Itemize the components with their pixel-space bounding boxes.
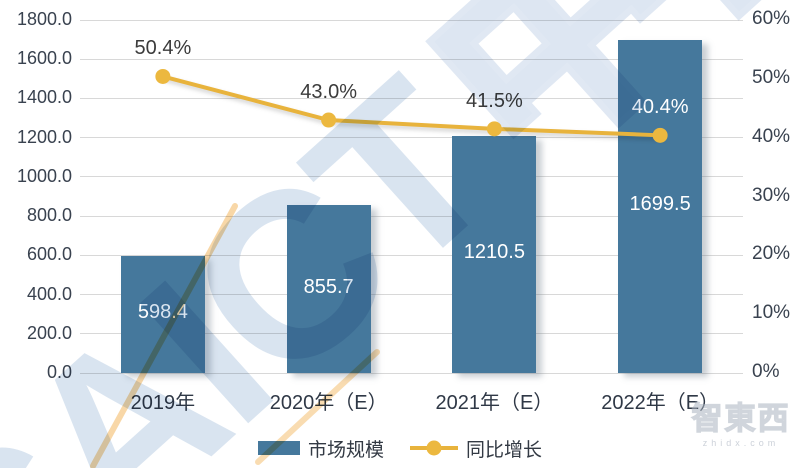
legend: 市场规模 同比增长 xyxy=(0,434,800,462)
left-axis-tick-label: 1200.0 xyxy=(16,126,72,147)
grid-line xyxy=(80,58,743,60)
line-point-marker xyxy=(486,121,502,137)
grid-line xyxy=(80,294,743,296)
grid-line xyxy=(80,215,743,217)
right-axis-tick-label: 10% xyxy=(752,302,791,324)
legend-label: 市场规模 xyxy=(307,439,384,461)
left-axis-tick-label: 800.0 xyxy=(26,205,72,226)
left-axis-tick-label: 1000.0 xyxy=(16,165,72,186)
x-axis-label: 2019年 xyxy=(130,392,196,414)
line-marker-icon xyxy=(426,440,442,456)
left-axis-tick-label: 1800.0 xyxy=(16,9,72,29)
right-axis-tick-label: 50% xyxy=(752,66,791,88)
legend-label: 同比增长 xyxy=(466,439,543,461)
line-point-label: 50.4% xyxy=(134,37,192,60)
grid-line xyxy=(80,19,743,21)
right-axis-tick-label: 20% xyxy=(752,243,791,265)
line-point-label: 43.0% xyxy=(300,81,357,104)
grid-line xyxy=(80,137,743,139)
grid-line xyxy=(80,254,743,256)
line-point-marker xyxy=(321,112,337,128)
legend-item-yoy-growth: 同比增长 xyxy=(410,435,542,462)
right-axis-tick-label: 40% xyxy=(752,125,791,147)
bar xyxy=(286,205,371,373)
left-axis-tick-label: 1400.0 xyxy=(16,87,72,108)
bar-value-label: 598.4 xyxy=(137,301,188,324)
line-point-marker xyxy=(155,68,171,84)
grid-line xyxy=(80,372,743,374)
left-axis-tick-label: 0.0 xyxy=(46,362,72,382)
x-axis-label: 2021年（E） xyxy=(435,392,554,414)
legend-item-market-size: 市场规模 xyxy=(257,435,384,462)
trend-line-path xyxy=(160,74,663,138)
bar-series-swatch xyxy=(257,441,300,455)
bar-value-label: 855.7 xyxy=(303,276,354,299)
right-axis-tick-label: 30% xyxy=(752,184,791,206)
bar-value-label: 1210.5 xyxy=(463,241,525,264)
line-point-label: 40.4% xyxy=(631,96,689,119)
x-axis-label: 2022年（E） xyxy=(601,392,720,414)
left-axis-tick-label: 200.0 xyxy=(26,322,72,343)
grid-line xyxy=(80,176,743,178)
left-axis-tick-label: 1600.0 xyxy=(16,48,72,69)
right-axis-tick-label: 0% xyxy=(752,361,780,382)
bar-value-label: 1699.5 xyxy=(629,193,691,216)
x-axis-label: 2020年（E） xyxy=(269,392,388,414)
grid-line xyxy=(80,333,743,335)
line-series-swatch xyxy=(410,440,458,456)
right-axis-tick-label: 60% xyxy=(752,8,791,29)
left-axis-tick-label: 600.0 xyxy=(26,244,72,265)
left-axis-tick-label: 400.0 xyxy=(26,283,72,304)
line-point-label: 41.5% xyxy=(466,89,523,112)
bar xyxy=(452,135,537,373)
